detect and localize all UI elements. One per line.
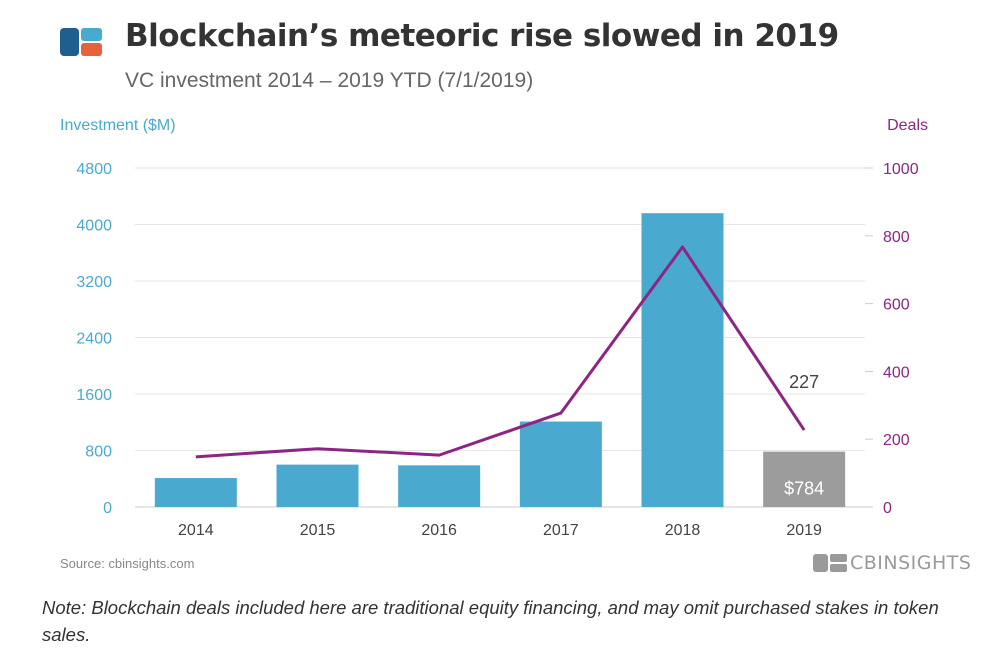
footnote: Note: Blockchain deals included here are… <box>42 597 939 645</box>
x-tick-label: 2018 <box>665 522 701 539</box>
right-tick-label: 1000 <box>883 161 919 178</box>
left-tick-label: 2400 <box>76 331 112 348</box>
line-series <box>195 245 806 459</box>
chart-subtitle: VC investment 2014 – 2019 YTD (7/1/2019) <box>125 69 534 92</box>
right-tick-label: 200 <box>883 432 910 449</box>
x-tick-label: 2016 <box>421 522 457 539</box>
left-tick-label: 800 <box>85 444 112 461</box>
left-axis-title: Investment ($M) <box>60 117 176 134</box>
right-tick-label: 600 <box>883 297 910 314</box>
bar-2017 <box>519 421 602 507</box>
left-tick-label: 0 <box>103 500 112 517</box>
right-axis-title: Deals <box>887 117 928 134</box>
x-tick-label: 2015 <box>300 522 336 539</box>
bar-2015 <box>276 464 359 507</box>
bar-2016 <box>398 465 481 507</box>
bar-value-label: $784 <box>784 479 824 499</box>
left-tick-label: 4000 <box>76 218 112 235</box>
bar-2018 <box>641 213 724 507</box>
cb-insights-logo-icon <box>60 28 102 56</box>
deals-value-label: 227 <box>789 372 819 392</box>
bar-series <box>154 213 846 507</box>
left-tick-label: 3200 <box>76 274 112 291</box>
x-tick-label: 2017 <box>543 522 579 539</box>
chart-area: 0 800 1600 2400 3200 4000 4800 0 200 400 600 800 100… <box>60 117 928 539</box>
source-text: Source: cbinsights.com <box>60 556 195 571</box>
chart-title: Blockchain’s meteoric rise slowed in 201… <box>125 18 839 54</box>
gridlines <box>135 167 873 508</box>
brand-mark-icon <box>813 554 847 572</box>
right-tick-label: 400 <box>883 364 910 381</box>
bar-2019 <box>763 451 846 507</box>
brand-logo: CBINSIGHTS <box>813 552 971 574</box>
chart-card: Blockchain’s meteoric rise slowed in 201… <box>60 18 971 574</box>
bar-2014 <box>154 478 237 507</box>
left-tick-label: 4800 <box>76 161 112 178</box>
brand-text: CBINSIGHTS <box>850 552 972 574</box>
right-tick-label: 800 <box>883 229 910 246</box>
axis-labels: 0 800 1600 2400 3200 4000 4800 0 200 400 600 800 100… <box>60 117 928 539</box>
deals-line <box>195 245 806 459</box>
left-tick-label: 1600 <box>76 387 112 404</box>
x-tick-label: 2014 <box>178 522 214 539</box>
x-tick-label: 2019 <box>786 522 822 539</box>
right-tick-label: 0 <box>883 500 892 517</box>
